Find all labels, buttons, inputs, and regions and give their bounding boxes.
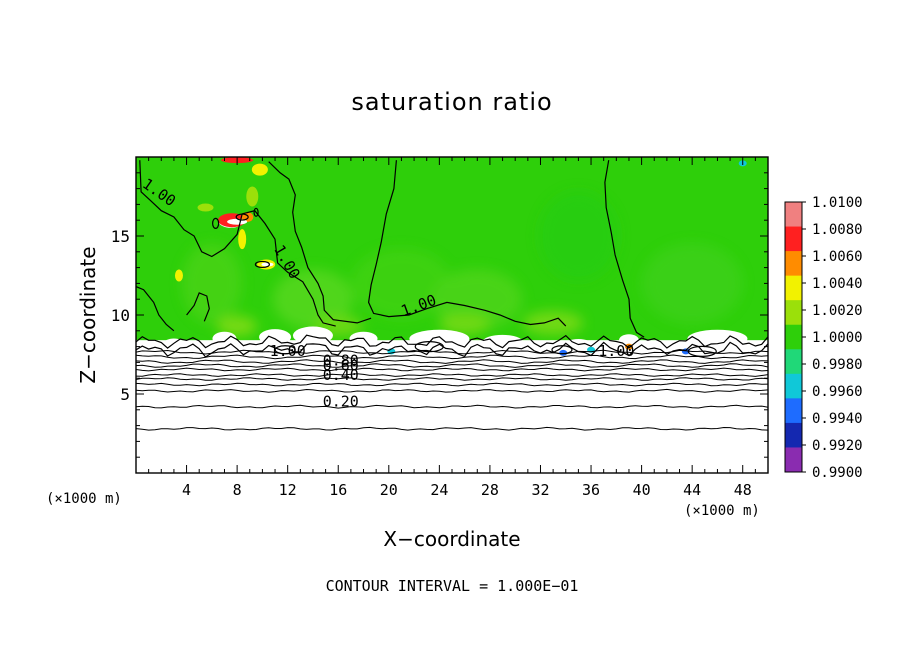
contour-1.00 [268, 161, 372, 324]
dry-contour-line [136, 354, 768, 360]
field-layer [136, 157, 768, 473]
contour-1.00 [139, 160, 336, 327]
contour-interval-text: CONTOUR INTERVAL = 1.000E−01 [325, 577, 579, 595]
x-tick-label: 16 [329, 481, 347, 499]
field-blob [642, 243, 743, 324]
patch [559, 349, 568, 356]
colorbar-swatch [785, 226, 802, 252]
colorbar-label: 1.0020 [812, 303, 863, 319]
x-unit-label-right: (×1000 m) [684, 503, 760, 519]
colorbar-swatch [785, 251, 802, 277]
contour-label: 0.20 [323, 393, 359, 411]
colorbar-swatch [785, 373, 802, 399]
colorbar-swatch [785, 202, 802, 228]
cloud-base-blob [212, 331, 237, 346]
colorbar-label: 0.9920 [812, 438, 863, 454]
x-axis: 4 8 12 16 20 24 28 32 36 40 44 48 [148, 157, 756, 499]
contour-loop [253, 207, 259, 217]
colorbar-label: 1.0000 [812, 330, 863, 346]
contour-loop [212, 217, 220, 229]
contour-label: 0.40 [323, 366, 359, 384]
patch [624, 343, 633, 350]
field-blob [217, 316, 258, 337]
y-tick-label: 15 [111, 227, 130, 246]
streak [197, 203, 214, 212]
field-blob [432, 269, 523, 330]
colorbar-swatch [785, 447, 802, 473]
x-tick-label: 4 [182, 481, 191, 499]
contour-loop [254, 260, 270, 269]
chart-title: saturation ratio [351, 88, 553, 116]
streak [174, 269, 183, 282]
x-tick-label: 44 [683, 481, 701, 499]
x-tick-label: 8 [233, 481, 242, 499]
contour-label: 1.00 [270, 342, 306, 360]
colorbar-label: 0.9960 [812, 384, 863, 400]
contour-loop [235, 213, 249, 221]
dry-contour-line [136, 377, 768, 381]
colorbar-swatch [785, 275, 802, 301]
colorbar-swatch [785, 324, 802, 350]
cloud-base-contour [136, 334, 768, 349]
y-tick-label: 10 [111, 306, 130, 325]
colorbar-swatch [785, 422, 802, 448]
x-tick-label: 48 [734, 481, 752, 499]
cloud-base-contour [136, 341, 768, 358]
contour-label: 0.60 [323, 356, 359, 374]
dry-contour-line [136, 388, 768, 393]
field-blob [439, 314, 490, 335]
streak [246, 186, 259, 207]
colorbar-label: 1.0040 [812, 276, 863, 292]
dry-contour-line [136, 367, 768, 372]
colorbar-label: 0.9980 [812, 357, 863, 373]
x-tick-label: 32 [531, 481, 549, 499]
x-axis-label: X−coordinate [383, 527, 521, 551]
colorbar-label: 1.0060 [812, 249, 863, 265]
cloud-base-blob [482, 334, 523, 349]
streak [238, 229, 247, 250]
contour-1.00 [136, 286, 175, 332]
cloud-base-blob [259, 329, 292, 346]
dry-contour-line [136, 363, 768, 368]
dry-contour-line [136, 373, 768, 377]
y-tick-label: 5 [120, 385, 130, 404]
colorbar-label: 1.0100 [812, 195, 863, 211]
dry-contour-line [136, 349, 768, 355]
contour-1.00 [604, 160, 645, 338]
y-axis: 5 10 15 [111, 172, 768, 458]
x-tick-label: 20 [380, 481, 398, 499]
contour-lines [136, 160, 768, 358]
dry-contours [136, 349, 768, 431]
x-unit-label-left: (×1000 m) [46, 491, 122, 507]
dry-contour-line [136, 382, 768, 387]
colorbar-label: 1.0080 [812, 222, 863, 238]
colorbar-swatch [785, 300, 802, 326]
streak-core [261, 262, 274, 267]
y-axis-label: Z−coordinate [76, 246, 100, 384]
colorbar-swatch [785, 398, 802, 424]
x-tick-label: 24 [430, 481, 448, 499]
colorbar-label: 0.9940 [812, 411, 863, 427]
x-tick-label: 28 [481, 481, 499, 499]
dry-contour-line [136, 404, 768, 409]
plot-area: 1.001.001.001.001.000.800.600.400.204812… [111, 156, 769, 499]
dry-contour-line [136, 359, 768, 364]
x-tick-label: 40 [633, 481, 651, 499]
contour-1.00 [186, 292, 210, 322]
contour-label: 1.00 [598, 342, 634, 360]
streak [251, 163, 268, 176]
contour-label: 0.80 [323, 352, 359, 370]
field-blob [523, 310, 584, 335]
field-blob [538, 191, 619, 281]
cloud-base-blob [409, 329, 470, 348]
x-tick-label: 36 [582, 481, 600, 499]
field-blob [181, 243, 242, 324]
contour-1.00 [367, 160, 567, 327]
x-tick-label: 12 [279, 481, 297, 499]
colorbar-label: 0.9900 [812, 465, 863, 481]
colorbar-swatch [785, 349, 802, 375]
colorbar: 1.0100 1.0080 1.0060 1.0040 1.0020 1.0000 0.99… [784, 195, 863, 481]
dry-contour-line [136, 426, 768, 431]
